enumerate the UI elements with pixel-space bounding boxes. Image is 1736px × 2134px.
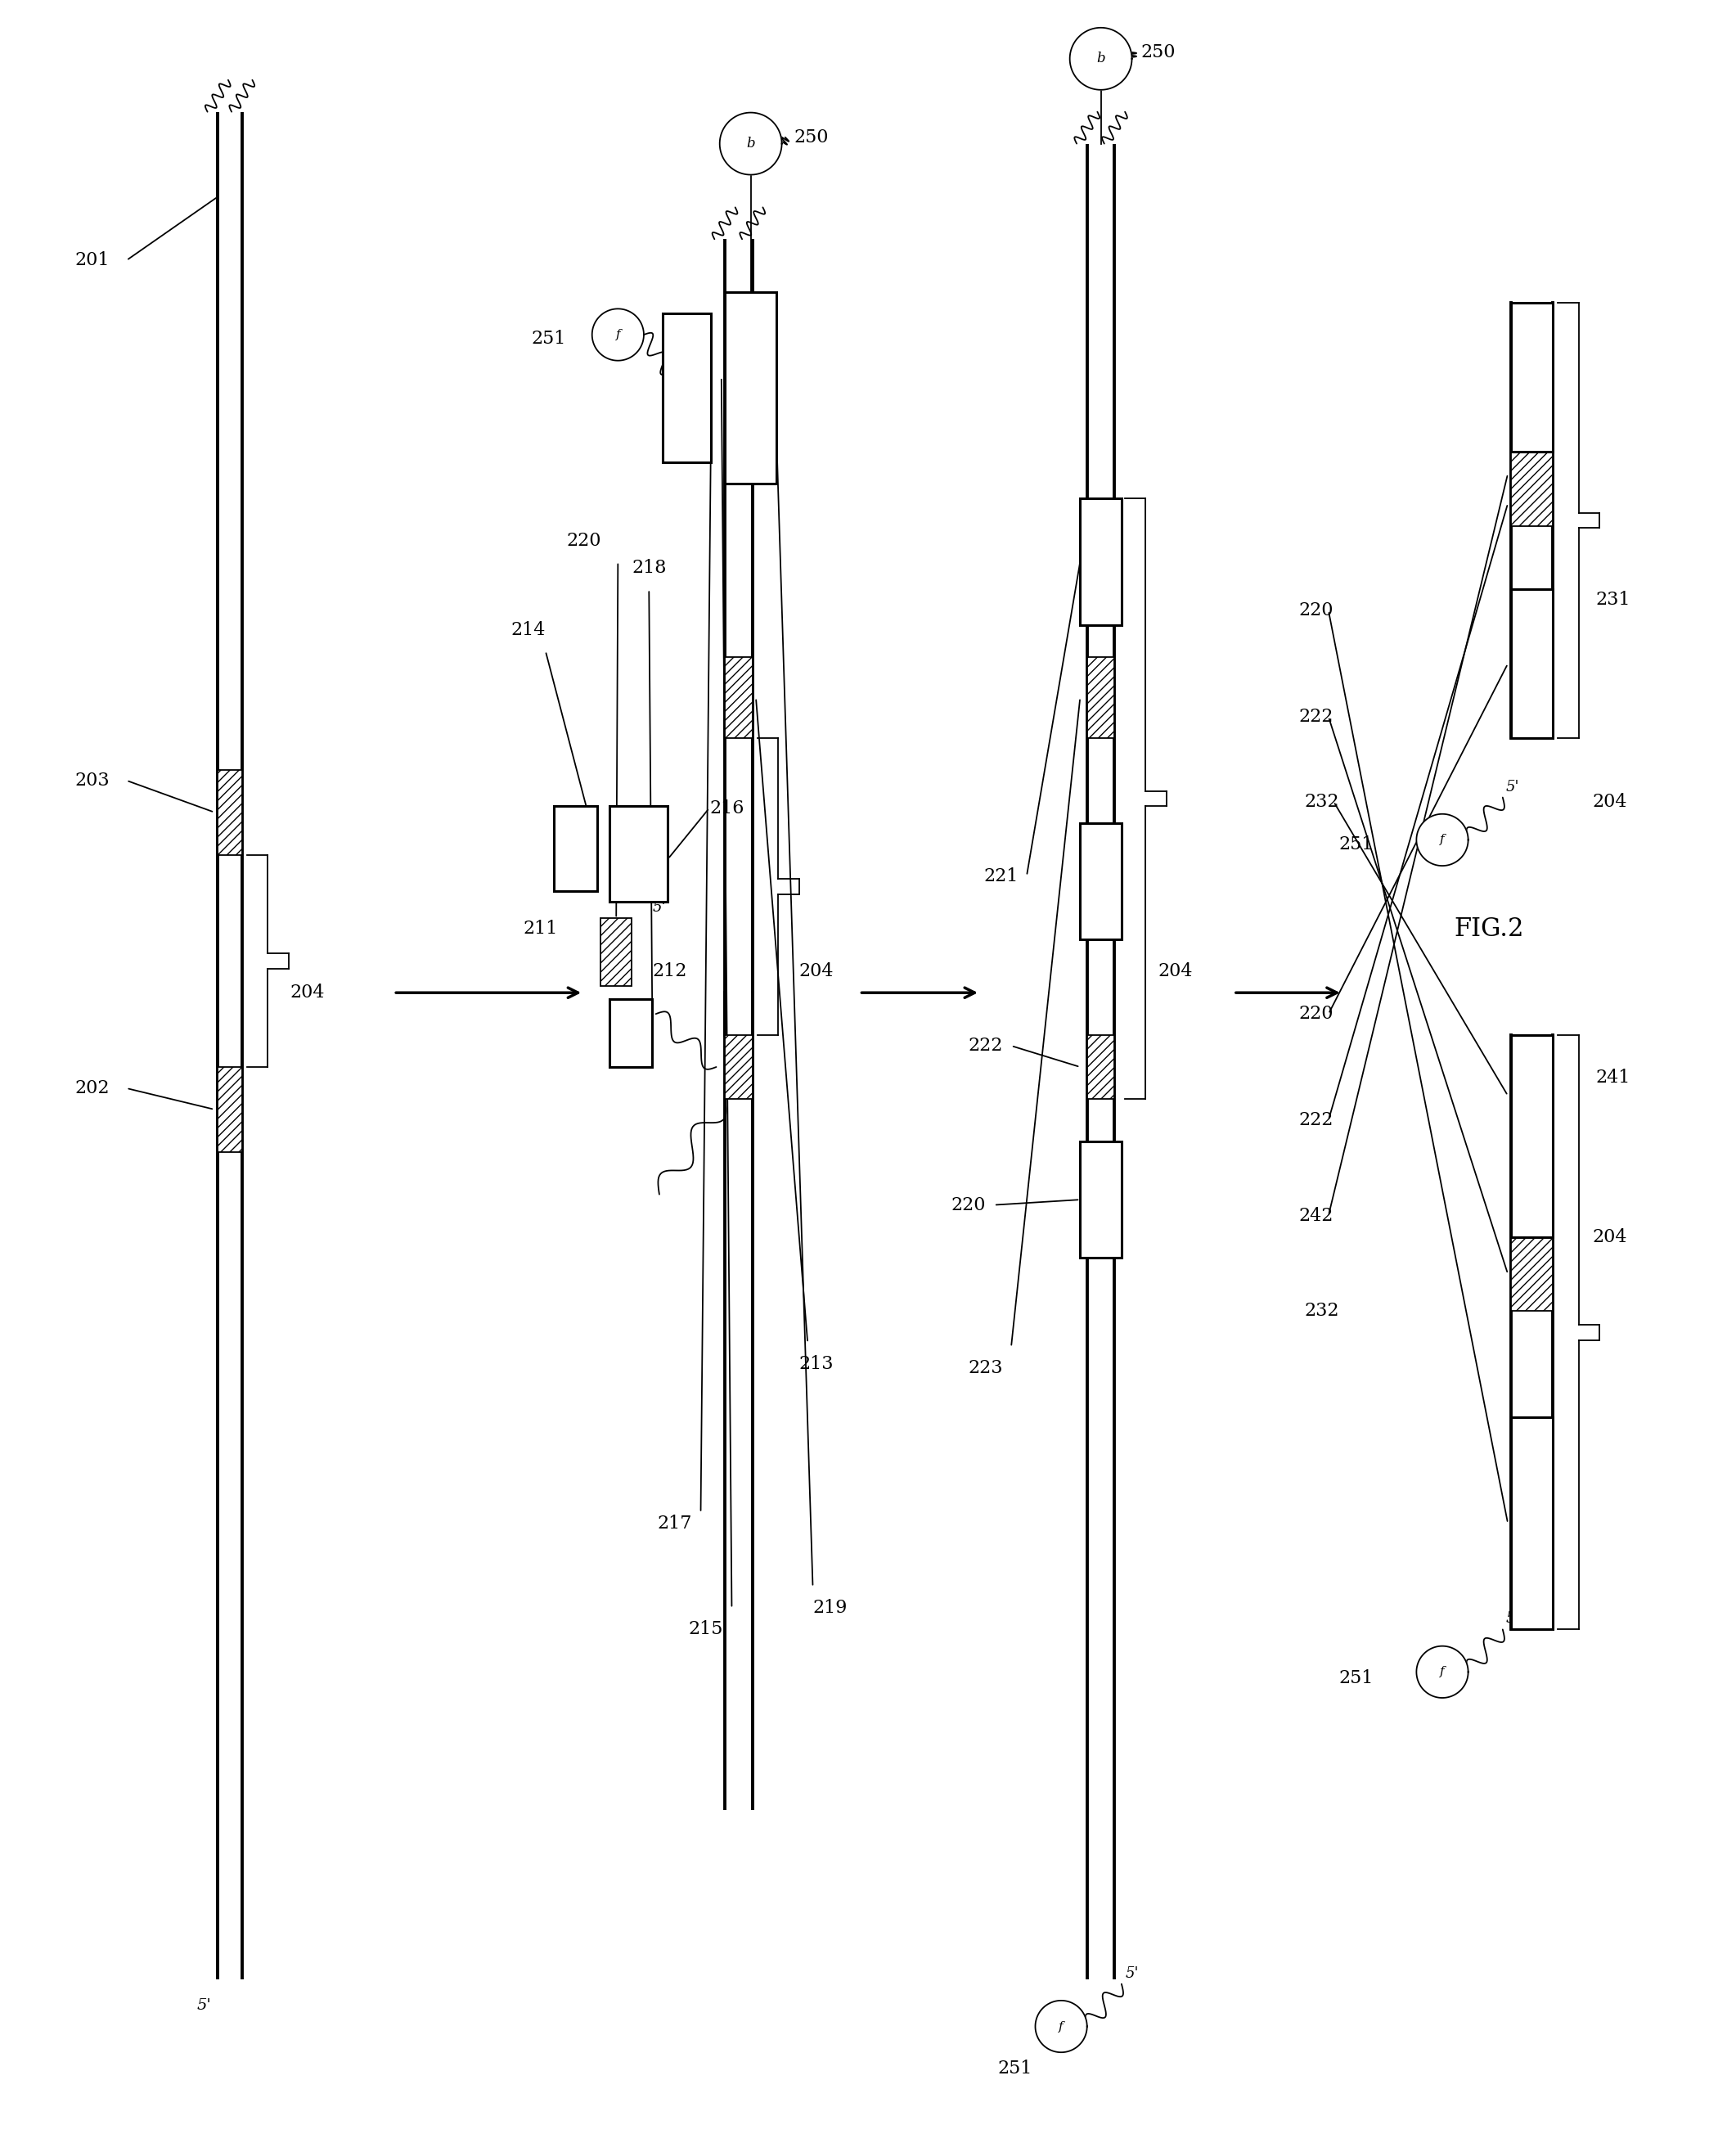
Text: FIG.2: FIG.2 [1455, 915, 1524, 941]
Text: 5': 5' [1507, 1611, 1519, 1626]
Polygon shape [720, 113, 781, 175]
Text: 223: 223 [969, 1359, 1003, 1376]
Polygon shape [1035, 2000, 1087, 2053]
Text: 251: 251 [531, 331, 566, 348]
Bar [1080, 1142, 1121, 1259]
Bar [1080, 497, 1121, 625]
Bar [1514, 303, 1550, 738]
Polygon shape [1417, 1645, 1469, 1699]
Bar [609, 807, 668, 901]
Bar [1080, 824, 1121, 939]
Text: 5': 5' [1125, 1965, 1139, 1980]
Text: 216: 216 [710, 798, 745, 817]
Text: 202: 202 [75, 1080, 109, 1097]
Bar [1088, 143, 1113, 1980]
Text: b: b [1097, 51, 1106, 66]
Text: 218: 218 [632, 559, 667, 576]
Text: 204: 204 [1592, 792, 1627, 811]
Text: 241: 241 [1595, 1069, 1630, 1086]
Text: 220: 220 [566, 531, 601, 551]
Text: 222: 222 [1299, 1112, 1333, 1129]
Bar [1512, 1417, 1552, 1630]
Bar [726, 1035, 752, 1099]
Text: 212: 212 [653, 962, 687, 980]
Polygon shape [1417, 813, 1469, 866]
Bar [1087, 1035, 1115, 1099]
Bar [1512, 303, 1552, 452]
Bar [726, 292, 776, 482]
Bar [726, 992, 752, 1035]
Bar [609, 999, 653, 1067]
Text: 251: 251 [1338, 1669, 1373, 1688]
Text: 217: 217 [658, 1515, 693, 1532]
Text: 201: 201 [75, 252, 109, 269]
Text: 5': 5' [653, 901, 667, 915]
Polygon shape [1069, 28, 1132, 90]
Bar [663, 314, 712, 463]
Text: f: f [1059, 2021, 1064, 2032]
Text: 250: 250 [793, 128, 828, 147]
Bar [1512, 1238, 1552, 1310]
Bar [1514, 1035, 1550, 1630]
Bar [554, 807, 597, 890]
Text: 221: 221 [984, 866, 1019, 886]
Text: f: f [1439, 834, 1444, 845]
Text: 232: 232 [1304, 792, 1338, 811]
Text: 219: 219 [812, 1598, 847, 1618]
Text: 204: 204 [290, 984, 325, 1001]
Bar [1512, 589, 1552, 738]
Bar [1087, 657, 1115, 738]
Text: 214: 214 [510, 621, 545, 638]
Bar [726, 657, 752, 738]
Bar [217, 1067, 241, 1152]
Bar [219, 111, 240, 1980]
Text: 222: 222 [969, 1037, 1003, 1054]
Text: 242: 242 [1299, 1206, 1333, 1225]
Text: 204: 204 [1158, 962, 1193, 980]
Text: 5': 5' [674, 373, 687, 388]
Bar [727, 239, 750, 1810]
Text: 211: 211 [523, 920, 557, 939]
Text: 250: 250 [1141, 43, 1175, 62]
Text: f: f [616, 329, 620, 341]
Text: 220: 220 [951, 1195, 986, 1214]
Text: 222: 222 [1299, 708, 1333, 726]
Text: 204: 204 [1592, 1227, 1627, 1246]
Text: 220: 220 [1299, 602, 1333, 619]
Bar [1512, 452, 1552, 525]
Text: 203: 203 [75, 773, 109, 790]
Text: 251: 251 [998, 2059, 1031, 2079]
Text: 220: 220 [1299, 1005, 1333, 1022]
Text: b: b [746, 137, 755, 152]
Text: 231: 231 [1595, 591, 1630, 608]
Text: 213: 213 [799, 1355, 833, 1372]
Bar [601, 918, 632, 986]
Text: 215: 215 [689, 1620, 724, 1639]
Text: 251: 251 [1338, 834, 1373, 854]
Polygon shape [592, 309, 644, 361]
Bar [217, 770, 241, 856]
Bar [1512, 1035, 1552, 1238]
Text: 232: 232 [1304, 1302, 1338, 1321]
Text: 5': 5' [1507, 779, 1519, 794]
Text: 5': 5' [196, 1997, 212, 2012]
Text: 204: 204 [799, 962, 833, 980]
Text: f: f [1439, 1667, 1444, 1677]
